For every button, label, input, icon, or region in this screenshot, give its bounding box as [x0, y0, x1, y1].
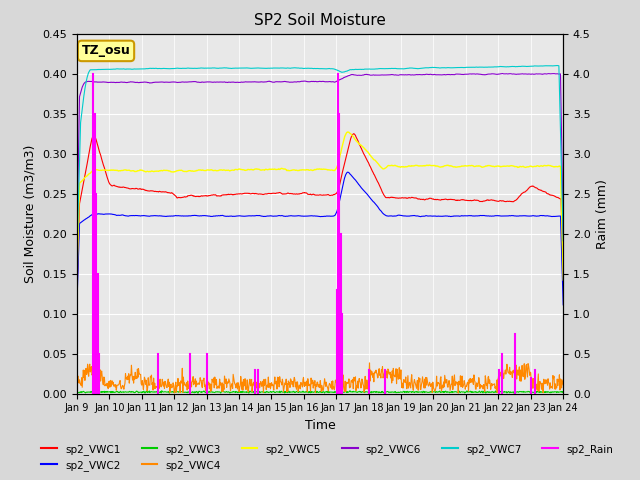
Line: sp2_VWC3: sp2_VWC3 [77, 391, 563, 393]
sp2_VWC6 [281, 79, 289, 84]
sp2_VWC4 [252, 390, 259, 396]
sp2_VWC3 [440, 389, 448, 395]
sp2_VWC4 [126, 374, 134, 380]
sp2_VWC6 [419, 72, 427, 77]
sp2_VWC2 [559, 302, 567, 308]
sp2_VWC4 [494, 376, 502, 382]
sp2_VWC5 [420, 163, 428, 168]
sp2_VWC4 [420, 385, 428, 391]
sp2_VWC1 [200, 193, 207, 199]
sp2_VWC5 [559, 277, 567, 283]
Line: sp2_VWC7: sp2_VWC7 [77, 65, 563, 257]
sp2_VWC5 [493, 163, 501, 169]
sp2_VWC7 [73, 254, 81, 260]
sp2_VWC7 [200, 65, 207, 71]
sp2_VWC2 [200, 213, 207, 218]
sp2_VWC2 [440, 213, 447, 219]
sp2_VWC4 [281, 380, 289, 385]
sp2_VWC5 [126, 168, 134, 173]
sp2_VWC2 [420, 213, 428, 219]
sp2_VWC4 [440, 384, 448, 390]
Y-axis label: Raim (mm): Raim (mm) [596, 179, 609, 249]
sp2_VWC3 [420, 390, 428, 396]
X-axis label: Time: Time [305, 419, 335, 432]
sp2_VWC6 [73, 245, 81, 251]
Line: sp2_VWC4: sp2_VWC4 [77, 363, 563, 393]
Legend: sp2_VWC1, sp2_VWC2, sp2_VWC3, sp2_VWC4, sp2_VWC5, sp2_VWC6, sp2_VWC7, sp2_Rain: sp2_VWC1, sp2_VWC2, sp2_VWC3, sp2_VWC4, … [37, 439, 617, 475]
sp2_VWC3 [282, 390, 289, 396]
sp2_VWC6 [559, 231, 567, 237]
sp2_VWC7 [439, 65, 447, 71]
Y-axis label: Soil Moisture (m3/m3): Soil Moisture (m3/m3) [24, 144, 36, 283]
sp2_VWC3 [194, 390, 202, 396]
sp2_VWC6 [126, 79, 134, 85]
sp2_VWC6 [549, 71, 557, 76]
Line: sp2_VWC2: sp2_VWC2 [77, 172, 563, 309]
sp2_VWC1 [126, 186, 134, 192]
sp2_VWC4 [365, 360, 373, 366]
sp2_VWC5 [281, 166, 289, 172]
sp2_VWC3 [126, 389, 134, 395]
sp2_VWC1 [350, 131, 358, 137]
sp2_VWC7 [559, 238, 567, 243]
sp2_VWC5 [440, 163, 447, 169]
sp2_VWC2 [344, 169, 352, 175]
sp2_VWC5 [344, 129, 352, 135]
sp2_VWC7 [126, 66, 134, 72]
sp2_VWC5 [73, 286, 81, 292]
sp2_VWC7 [281, 65, 289, 71]
sp2_VWC2 [126, 213, 134, 219]
sp2_VWC7 [552, 62, 560, 68]
sp2_VWC5 [200, 168, 207, 173]
sp2_VWC6 [493, 72, 500, 77]
sp2_VWC6 [439, 72, 447, 78]
sp2_VWC3 [201, 389, 209, 395]
Line: sp2_VWC1: sp2_VWC1 [77, 134, 563, 302]
sp2_VWC1 [559, 275, 567, 280]
Line: sp2_VWC6: sp2_VWC6 [77, 73, 563, 248]
sp2_VWC7 [493, 64, 500, 70]
sp2_VWC3 [73, 388, 81, 394]
sp2_VWC1 [73, 300, 81, 305]
sp2_VWC3 [494, 389, 502, 395]
sp2_VWC1 [493, 198, 501, 204]
sp2_VWC7 [419, 65, 427, 71]
sp2_VWC4 [200, 378, 207, 384]
Title: SP2 Soil Moisture: SP2 Soil Moisture [254, 13, 386, 28]
Line: sp2_VWC5: sp2_VWC5 [77, 132, 563, 289]
sp2_VWC2 [493, 213, 501, 218]
sp2_VWC4 [559, 382, 567, 388]
sp2_VWC2 [73, 306, 81, 312]
sp2_VWC2 [281, 214, 289, 219]
sp2_VWC3 [559, 389, 567, 395]
sp2_VWC1 [420, 196, 428, 202]
sp2_VWC6 [200, 79, 207, 85]
sp2_VWC4 [73, 380, 81, 385]
Text: TZ_osu: TZ_osu [82, 44, 131, 58]
sp2_VWC1 [440, 197, 447, 203]
sp2_VWC3 [158, 388, 166, 394]
sp2_VWC1 [281, 191, 289, 197]
